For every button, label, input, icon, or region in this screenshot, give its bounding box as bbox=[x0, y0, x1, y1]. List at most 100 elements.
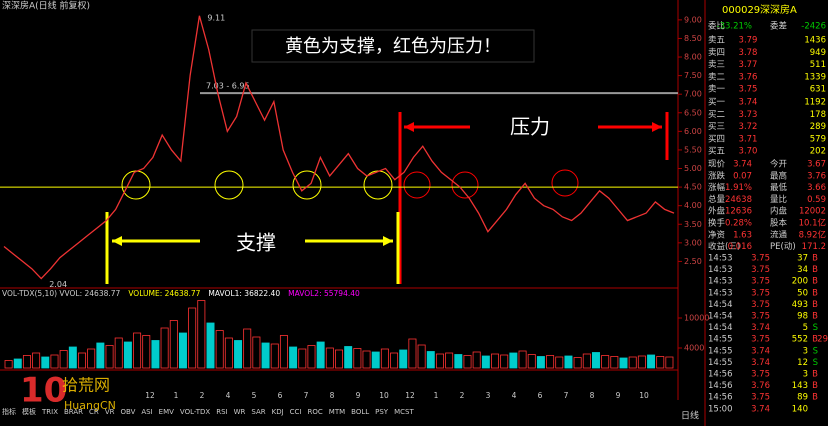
volume-bar bbox=[481, 355, 490, 369]
indicator-tab[interactable]: EMV bbox=[159, 408, 174, 416]
stat: 流通 bbox=[770, 229, 788, 240]
volume-bar bbox=[564, 355, 573, 369]
trade-cell: 3.75 bbox=[751, 300, 770, 310]
low-label: 2.04 bbox=[49, 280, 67, 289]
volume-bar bbox=[41, 356, 50, 369]
stat: 171.2 bbox=[802, 242, 826, 252]
stat: 收益(三) bbox=[708, 241, 740, 252]
indicator-tab[interactable]: CR bbox=[89, 408, 99, 416]
book-label: 买五 bbox=[708, 147, 726, 157]
volume-bar bbox=[656, 356, 665, 369]
indicator-tab[interactable]: BRAR bbox=[64, 408, 83, 416]
trade-cell: 14:55 bbox=[708, 346, 733, 356]
trade-cell: 3.75 bbox=[751, 370, 770, 380]
stat: 股本 bbox=[770, 218, 788, 229]
stat: 3.67 bbox=[807, 160, 826, 170]
volume-bar bbox=[380, 348, 389, 369]
book-price: 3.79 bbox=[739, 36, 758, 46]
volume-bar bbox=[601, 355, 610, 369]
indicator-tab[interactable]: MCST bbox=[394, 408, 414, 416]
trade-cell: 552 bbox=[792, 335, 808, 345]
period[interactable]: 日线 bbox=[681, 410, 699, 422]
volume-bar bbox=[546, 355, 555, 369]
trade-cell: 12 bbox=[797, 358, 808, 368]
y-tick-label: 9.00 bbox=[684, 15, 702, 24]
order-ratio: 委比 bbox=[708, 21, 725, 32]
indicator-tab[interactable]: MTM bbox=[329, 408, 345, 416]
x-label: 10 bbox=[639, 391, 649, 400]
volume-bar bbox=[454, 354, 463, 369]
x-label: 2 bbox=[460, 391, 465, 400]
indicator-tab[interactable]: CCI bbox=[290, 408, 302, 416]
indicator-tab[interactable]: ASI bbox=[141, 408, 152, 416]
trade-cell: 14:53 bbox=[708, 265, 733, 275]
volume-bar bbox=[243, 328, 252, 369]
trade-cell: 3.75 bbox=[751, 265, 770, 275]
volume-bar bbox=[353, 348, 362, 369]
volume-bar bbox=[234, 340, 243, 369]
stat: 量比 bbox=[770, 194, 787, 205]
stat: 0.59 bbox=[807, 195, 826, 205]
x-label: 4 bbox=[512, 391, 517, 400]
indicator-tab[interactable]: OBV bbox=[120, 408, 135, 416]
trade-cell: 98 bbox=[797, 312, 808, 322]
book-volume: 178 bbox=[810, 110, 826, 120]
x-label: 7 bbox=[304, 391, 309, 400]
window-title: 深深房A(日线 前复权) bbox=[2, 0, 90, 12]
volume-bar bbox=[573, 357, 582, 369]
indicator-tab[interactable]: BOLL bbox=[351, 408, 369, 416]
trade-cell: 3.75 bbox=[751, 288, 770, 298]
level-label: 7.03 - 6.95 bbox=[206, 82, 250, 91]
stat: 涨跌 bbox=[708, 170, 726, 181]
trade-cell: 37 bbox=[797, 254, 808, 264]
stat: 24638 bbox=[725, 195, 752, 205]
book-price: 3.71 bbox=[739, 134, 758, 144]
trade-cell: 3.74 bbox=[751, 358, 770, 368]
trade-cell: B bbox=[812, 335, 818, 345]
stat: 最低 bbox=[770, 182, 788, 193]
trade-cell: 89 bbox=[797, 393, 808, 403]
stat: 0.07 bbox=[733, 171, 752, 181]
volume-bar bbox=[362, 350, 371, 369]
book-label: 买一 bbox=[708, 98, 726, 108]
book-price: 3.73 bbox=[739, 110, 758, 120]
indicator-tab[interactable]: WR bbox=[234, 408, 246, 416]
stat: 换手 bbox=[708, 218, 726, 229]
stat: 最高 bbox=[770, 170, 787, 181]
y-tick-label: 4000 bbox=[684, 344, 704, 353]
indicator-tab[interactable]: KDJ bbox=[272, 408, 284, 416]
indicator-tab[interactable]: TRIX bbox=[41, 408, 58, 416]
trade-cell: S bbox=[813, 346, 818, 356]
indicator-tab[interactable]: 指标 bbox=[2, 407, 16, 416]
volume-bar bbox=[142, 335, 151, 369]
trade-cell: S bbox=[813, 323, 818, 333]
volume-bar bbox=[426, 351, 435, 369]
volume-bar bbox=[87, 348, 96, 369]
volume-bar bbox=[96, 342, 105, 369]
indicator-tab[interactable]: PSY bbox=[375, 408, 389, 416]
volume-bar bbox=[215, 330, 224, 369]
indicator-tab[interactable]: VOL-TDX bbox=[180, 408, 211, 416]
x-label: 6 bbox=[538, 391, 543, 400]
trade-cell: 14:55 bbox=[708, 358, 733, 368]
book-label: 卖二 bbox=[708, 72, 726, 82]
volume-bar bbox=[628, 356, 637, 369]
indicator-tab[interactable]: RSI bbox=[216, 408, 227, 416]
pressure-label: 压力 bbox=[510, 115, 550, 139]
indicator-tab[interactable]: SAR bbox=[251, 408, 265, 416]
book-label: 卖三 bbox=[708, 60, 725, 70]
y-tick-label: 10000 bbox=[684, 314, 709, 323]
stock-code: 000029 bbox=[722, 5, 760, 16]
volume-bar bbox=[582, 353, 591, 369]
y-tick-label: 6.50 bbox=[684, 108, 702, 117]
indicator-tab[interactable]: VR bbox=[105, 408, 115, 416]
indicator-tab[interactable]: 模板 bbox=[22, 407, 36, 416]
book-price: 3.70 bbox=[739, 147, 758, 157]
indicator-tab[interactable]: ROC bbox=[308, 408, 323, 416]
trade-cell: 14:54 bbox=[708, 300, 733, 310]
volume-header: MAVOL1: 36822.40 bbox=[208, 289, 280, 298]
stat: 3.66 bbox=[807, 183, 826, 193]
book-price: 3.75 bbox=[739, 85, 758, 95]
trade-cell: 14:54 bbox=[708, 312, 733, 322]
